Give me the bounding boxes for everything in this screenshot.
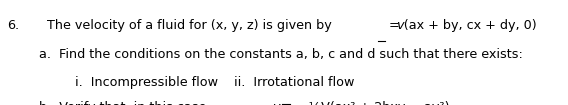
Text: b.  Verify that, in this case: b. Verify that, in this case [39, 101, 210, 105]
Text: = (ax + by, cx + dy, 0): = (ax + by, cx + dy, 0) [385, 19, 537, 32]
Text: a.  Find the conditions on the constants a, b, c and d such that there exists:: a. Find the conditions on the constants … [39, 48, 523, 61]
Text: = ½V(ax² + 2bxy − ay²).: = ½V(ax² + 2bxy − ay²). [290, 101, 453, 105]
Text: i.  Incompressible flow    ii.  Irrotational flow: i. Incompressible flow ii. Irrotational … [75, 76, 354, 89]
Text: 6.: 6. [7, 19, 19, 32]
Text: v: v [272, 101, 280, 105]
Text: The velocity of a fluid for (x, y, z) is given by: The velocity of a fluid for (x, y, z) is… [47, 19, 335, 32]
Text: v: v [396, 19, 403, 32]
